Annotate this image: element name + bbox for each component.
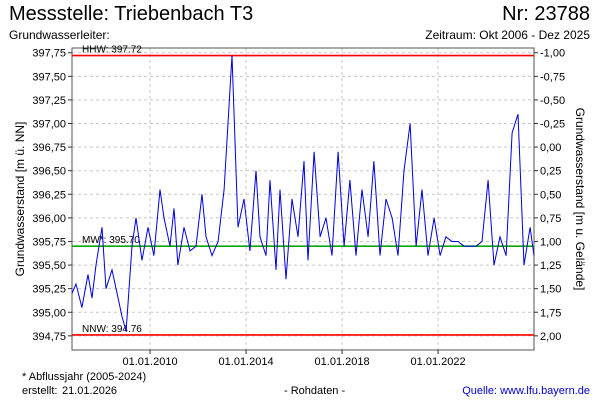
x-tick-label: 01.01.2010 [123,356,178,368]
source-link[interactable]: Quelle: www.lfu.bayern.de [462,385,590,397]
series-line-groundwater [71,55,535,332]
y-tick-label: 396,25 [32,189,66,201]
x-tick-label: 01.01.2014 [219,356,274,368]
station-number: Nr: 23788 [502,3,590,25]
y2-tick-label: 1,00 [540,236,561,248]
y2-tick-label: 1,75 [540,307,561,319]
period-label: Zeitraum: Okt 2006 - Dez 2025 [425,28,590,42]
y-axis-left: 397,75 397,50 397,25 397,00 396,75 396,50 396,… [32,48,72,343]
y-tick-label: 395,00 [32,307,66,319]
y2-tick-label: 0,00 [540,142,561,154]
footnote: * Abflussjahr (2005-2024) [22,371,147,383]
y-tick-label: 397,25 [32,95,66,107]
y-tick-label: 397,75 [32,48,66,60]
x-tick-label: 01.01.2022 [411,356,466,368]
y-axis-title-right: Grundwasserstand [m u. Gelände] [573,108,587,291]
reference-lines: HHW: 397.72 MW*: 395.70 NNW: 394.76 [72,45,534,336]
y-tick-label: 396,00 [32,213,66,225]
y-axis-right: -1,00 -0,75 -0,50 -0,25 0,00 0,25 0,50 0,75 1,00… [534,48,565,343]
y2-tick-label: 2,00 [540,331,561,343]
y-tick-label: 396,75 [32,142,66,154]
y-tick-label: 396,50 [32,166,66,178]
y-tick-label: 395,75 [32,236,66,248]
data-type-label: - Rohdaten - [284,385,346,397]
y2-tick-label: -1,00 [540,48,565,60]
y-tick-label: 397,00 [32,119,66,131]
y2-tick-label: 0,25 [540,166,561,178]
y2-tick-label: -0,75 [540,71,565,83]
x-axis: 01.01.2010 01.01.2014 01.01.2018 01.01.2022 [123,350,466,368]
y2-tick-label: 0,50 [540,189,561,201]
reference-line-label: MW*: 395.70 [82,235,140,246]
y2-tick-label: 0,75 [540,213,561,225]
station-title: Messstelle: Triebenbach T3 [9,3,254,25]
reference-line-label: NNW: 394.76 [82,324,142,335]
reference-line-label: HHW: 397.72 [82,45,142,56]
aquifer-label: Grundwasserleiter: [9,28,110,42]
x-tick-label: 01.01.2018 [315,356,370,368]
created-label: erstellt: [22,385,58,397]
y-axis-title-left: Grundwasserstand [m ü. NN] [13,122,27,277]
y-tick-label: 395,50 [32,260,66,272]
y2-tick-label: -0,50 [540,95,565,107]
plot-frame [71,47,535,351]
y-tick-label: 397,50 [32,71,66,83]
y2-tick-label: -0,25 [540,119,565,131]
y-tick-label: 395,25 [32,284,66,296]
created-date: 21.01.2026 [62,385,118,397]
chart-grid [72,48,534,350]
y-tick-label: 394,75 [32,331,66,343]
y2-tick-label: 1,50 [540,284,561,296]
y2-tick-label: 1,25 [540,260,561,272]
